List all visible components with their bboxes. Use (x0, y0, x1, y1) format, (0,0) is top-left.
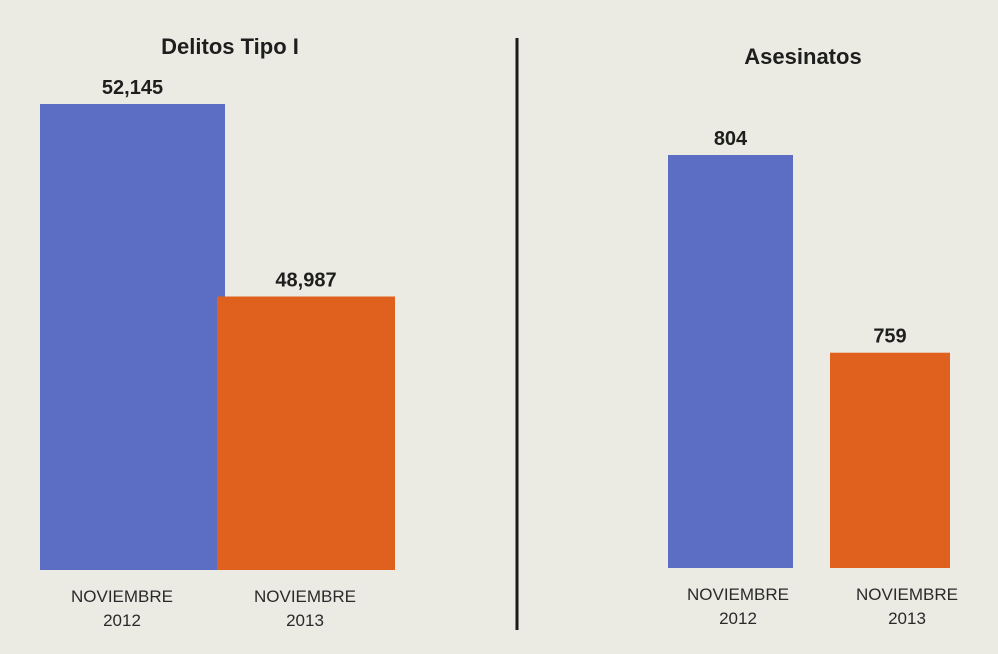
bar-noviembre-2012 (40, 104, 225, 570)
value-label: 759 (873, 326, 906, 348)
chart-panel-asesinatos: Asesinatos 804 NOVIEMBRE 2012 759 NOVIEMBRE 20… (668, 44, 958, 628)
value-label: 804 (714, 128, 748, 150)
category-label-line: NOVIEMBRE (687, 585, 789, 604)
category-label-line: 2012 (719, 609, 757, 628)
category-label: NOVIEMBRE 2013 (856, 585, 958, 628)
category-label-line: NOVIEMBRE (254, 587, 356, 606)
category-label-line: 2013 (286, 611, 324, 630)
category-label: NOVIEMBRE 2012 (687, 585, 789, 628)
value-label: 48,987 (275, 269, 336, 291)
bar-noviembre-2013 (830, 352, 950, 568)
bar-noviembre-2013 (217, 296, 395, 570)
category-label-line: 2012 (103, 611, 141, 630)
chart-title: Asesinatos (744, 44, 861, 69)
value-label: 52,145 (102, 77, 163, 99)
chart-panel-delitos: Delitos Tipo I 52,145 NOVIEMBRE 2012 48,987 N… (40, 34, 395, 630)
category-label-line: NOVIEMBRE (856, 585, 958, 604)
category-label-line: 2013 (888, 609, 926, 628)
bar-noviembre-2012 (668, 155, 793, 568)
chart-title: Delitos Tipo I (161, 34, 299, 59)
category-label: NOVIEMBRE 2012 (71, 587, 173, 630)
category-label: NOVIEMBRE 2013 (254, 587, 356, 630)
category-label-line: NOVIEMBRE (71, 587, 173, 606)
